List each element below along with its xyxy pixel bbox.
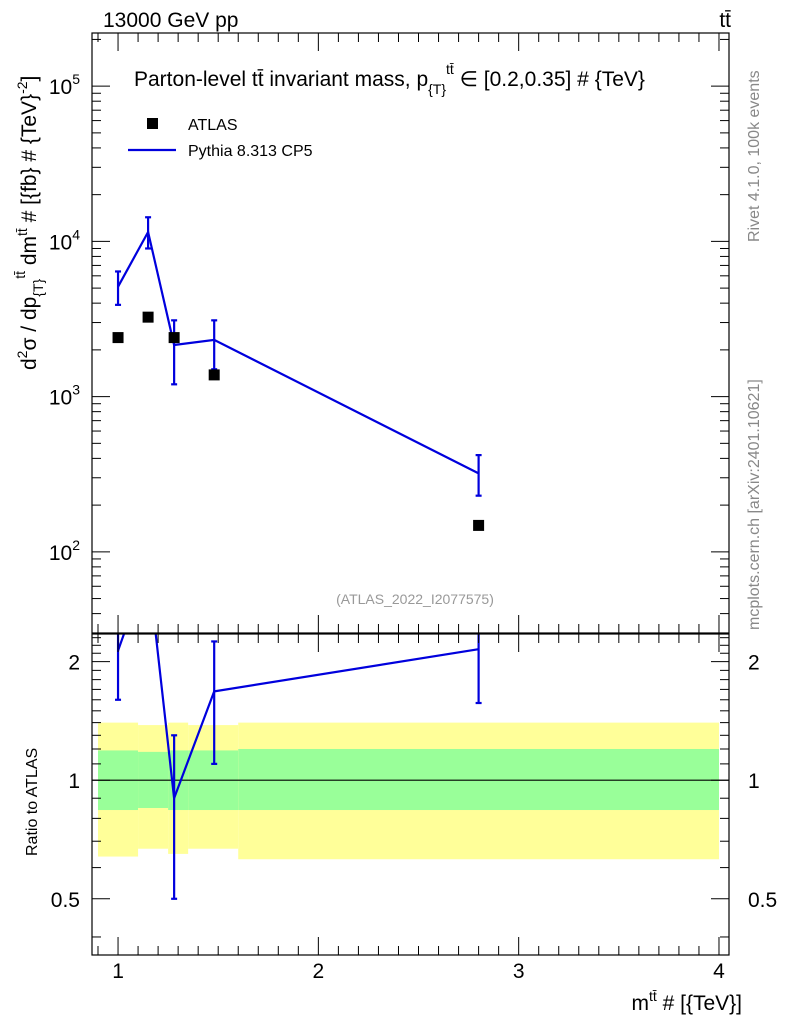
atlas-data-point	[473, 519, 485, 531]
main-y-tick-labels: 102 103 104 105	[49, 71, 80, 565]
legend-mc-label: Pythia 8.313 CP5	[188, 143, 313, 160]
ratio-uncertainty-bands	[98, 722, 719, 860]
chart-title: Parton-level tt̄ invariant mass, p{T}tt̄…	[134, 61, 645, 97]
ratio-frame	[91, 633, 730, 956]
ratio-y-axis-label: Ratio to ATLAS	[24, 748, 41, 856]
legend-atlas-label: ATLAS	[188, 117, 238, 134]
x-axis-label: mtt̄ # [{TeV}]	[631, 988, 742, 1015]
x-tick-label: 4	[713, 960, 725, 983]
mc-series-line	[117, 228, 480, 475]
atlas-data-point	[208, 369, 220, 381]
source-label: mcplots.cern.ch [arXiv:2401.10621]	[746, 379, 763, 630]
analysis-annotation: (ATLAS_2022_I2077575)	[336, 591, 494, 607]
ratio-y-tick-label: 0.5	[51, 889, 80, 912]
ratio-y-tick-label-right: 2	[748, 652, 760, 675]
rivet-version-label: Rivet 4.1.0, 100k events	[746, 70, 763, 242]
x-tick-label: 3	[513, 960, 525, 983]
atlas-data-point	[168, 332, 180, 344]
legend-atlas-marker	[147, 118, 158, 129]
ratio-y-tick-label: 2	[68, 652, 80, 675]
ratio-inner-band	[238, 748, 719, 811]
legend: ATLAS Pythia 8.313 CP5	[128, 117, 313, 160]
ratio-y-tick-label-right: 1	[748, 770, 760, 793]
atlas-data-point	[142, 311, 154, 323]
atlas-data-points	[112, 311, 485, 531]
ratio-panel: 0.5 0.5 1 1 2 2 1 2 3 4 Ratio to ATLAS mtt̄ # [{…	[24, 633, 777, 1015]
x-tick-label: 1	[112, 960, 124, 983]
process-label: tt̄	[719, 9, 731, 32]
main-y-tick-label: 104	[49, 226, 80, 254]
x-tick-label: 2	[313, 960, 325, 983]
main-y-tick-label: 105	[49, 71, 80, 99]
main-y-tick-label: 102	[49, 537, 80, 565]
main-y-tick-label: 103	[49, 382, 80, 410]
atlas-data-point	[112, 332, 124, 344]
main-panel: 102 103 104 105 Parton-level tt̄ invariant …	[12, 32, 730, 634]
main-y-axis-label: d2σ / dp{T}tt̄ dmtt̄ # [{fb} # {TeV}-2]	[12, 76, 46, 370]
ratio-x-ticks: 1 2 3 4	[97, 634, 725, 983]
ratio-y-tick-label: 1	[68, 770, 80, 793]
energy-label: 13000 GeV pp	[103, 9, 238, 32]
main-frame	[91, 32, 730, 634]
main-y-ticks	[92, 38, 729, 634]
ratio-series-line	[116, 634, 479, 799]
ratio-y-ticks: 0.5 0.5 1 1 2 2	[51, 637, 777, 938]
ratio-error-bars	[115, 634, 482, 900]
mc-error-bars	[115, 216, 482, 497]
main-x-ticks	[97, 33, 720, 633]
ratio-y-tick-label-right: 0.5	[748, 889, 777, 912]
